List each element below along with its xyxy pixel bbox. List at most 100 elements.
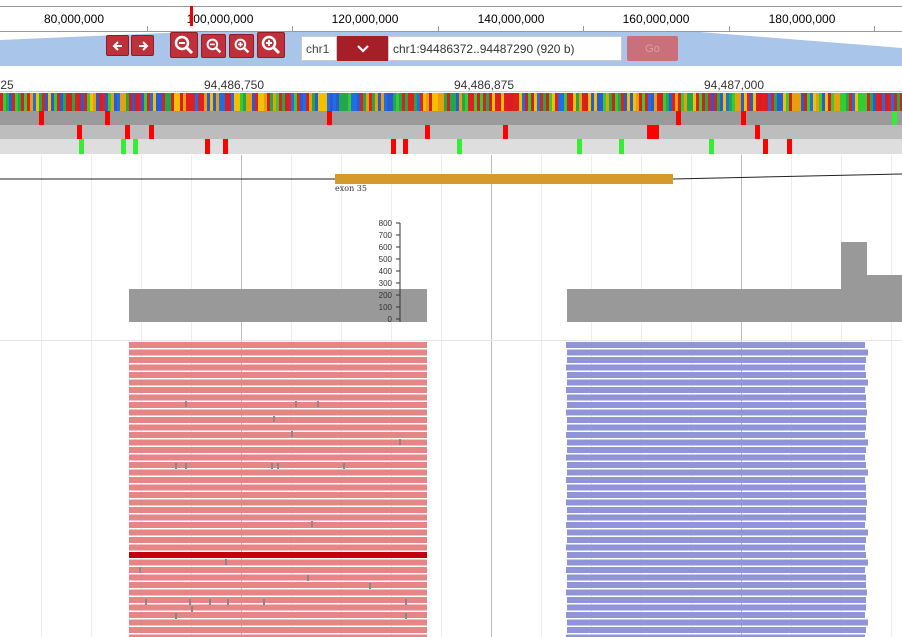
chromosome-dropdown-button[interactable] [337, 36, 388, 61]
sequence-base [237, 93, 240, 111]
sequence-base [585, 93, 588, 111]
reverse-read [567, 597, 866, 603]
sequence-base [675, 93, 678, 111]
sequence-base [243, 93, 246, 111]
sequence-base [315, 93, 318, 111]
sequence-base [0, 93, 3, 111]
zoom-in-small-button[interactable] [229, 34, 254, 58]
sequence-base [387, 93, 390, 111]
sequence-base [741, 93, 744, 111]
overview-location-marker[interactable] [190, 6, 193, 26]
sequence-base [756, 93, 759, 111]
sequence-base [798, 93, 801, 111]
sequence-base [822, 93, 825, 111]
sequence-base [672, 93, 675, 111]
reverse-read [567, 529, 868, 536]
mismatch-mark [227, 599, 229, 605]
forward-read [129, 394, 427, 401]
sequence-base [345, 93, 348, 111]
sequence-base [414, 93, 417, 111]
sequence-base [213, 93, 216, 111]
sequence-base [795, 93, 798, 111]
sequence-base [834, 93, 837, 111]
sequence-base [735, 93, 738, 111]
variant-mark [39, 111, 44, 125]
reverse-read [567, 604, 866, 611]
reverse-read [567, 417, 866, 423]
sequence-base [267, 93, 270, 111]
sequence-base [27, 93, 30, 111]
reverse-read [567, 627, 866, 633]
sequence-base [117, 93, 120, 111]
variant-mark [787, 139, 792, 154]
variant-mark [457, 139, 462, 154]
sequence-base [309, 93, 312, 111]
exon-label: exon 35 [335, 184, 367, 193]
sequence-base [291, 93, 294, 111]
sequence-base [663, 93, 666, 111]
location-input[interactable] [388, 36, 622, 61]
overview-minor-tick [729, 26, 730, 32]
mismatch-mark [295, 401, 297, 407]
sequence-base [42, 93, 45, 111]
reverse-read [566, 499, 867, 506]
grid-line [91, 155, 92, 637]
sequence-base [210, 93, 213, 111]
sequence-base [765, 93, 768, 111]
exon-feature[interactable] [335, 174, 673, 184]
pan-left-button[interactable] [106, 35, 129, 56]
chromosome-select[interactable]: chr1 [301, 36, 337, 61]
variant-mark [79, 139, 84, 154]
sequence-base [597, 93, 600, 111]
sequence-base [72, 93, 75, 111]
sequence-base [219, 93, 222, 111]
pan-right-button[interactable] [131, 35, 154, 56]
sequence-base [591, 93, 594, 111]
sequence-base [603, 93, 606, 111]
forward-read [129, 409, 427, 416]
sequence-base [825, 93, 828, 111]
sequence-base [228, 93, 231, 111]
sequence-base [732, 93, 735, 111]
sequence-base [132, 93, 135, 111]
sequence-base [99, 93, 102, 111]
sequence-base [339, 93, 342, 111]
zoom-out-small-button[interactable] [201, 34, 226, 58]
overview-minor-tick [583, 26, 584, 32]
reverse-read [566, 522, 865, 528]
sequence-base [510, 93, 513, 111]
sequence-base [501, 93, 504, 111]
sequence-base [888, 93, 891, 111]
sequence-base [555, 93, 558, 111]
sequence-base [747, 93, 750, 111]
sequence-base [783, 93, 786, 111]
sequence-base [36, 93, 39, 111]
sequence-base [582, 93, 585, 111]
sequence-base [579, 93, 582, 111]
sequence-base [864, 93, 867, 111]
sequence-base [312, 93, 315, 111]
sequence-base [180, 93, 183, 111]
sequence-base [669, 93, 672, 111]
coverage-y-tick-label: 800 [378, 219, 392, 228]
sequence-base [105, 93, 108, 111]
zoom-out-large-button[interactable] [170, 32, 198, 58]
sequence-base [165, 93, 168, 111]
sequence-base [642, 93, 645, 111]
sequence-base [435, 93, 438, 111]
sequence-base [750, 93, 753, 111]
sequence-base [708, 93, 711, 111]
variant-mark [223, 139, 228, 154]
zoom-in-large-button[interactable] [257, 32, 285, 58]
sequence-base [657, 93, 660, 111]
sequence-base [129, 93, 132, 111]
sequence-base [411, 93, 414, 111]
go-button[interactable]: Go [627, 36, 678, 61]
mismatch-mark [405, 613, 407, 619]
mismatch-mark [191, 606, 193, 612]
sequence-base [156, 93, 159, 111]
chromosome-overview[interactable]: 80,000,000 100,000,000 120,000,000 140,0… [0, 6, 902, 32]
sequence-base [159, 93, 162, 111]
sequence-base [408, 93, 411, 111]
forward-read [129, 432, 427, 438]
